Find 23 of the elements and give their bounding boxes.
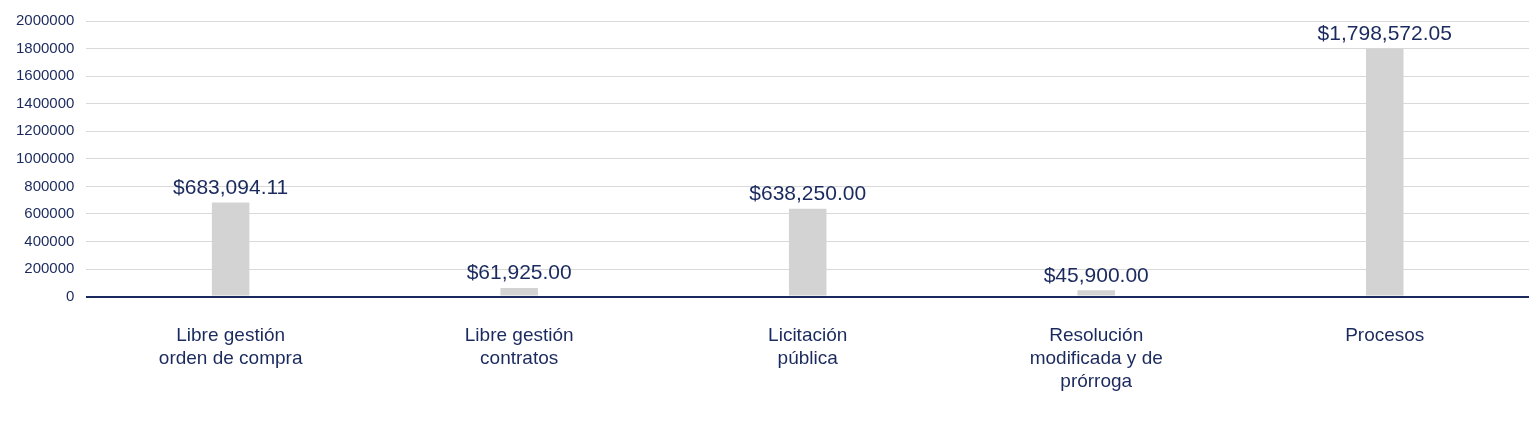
y-tick-label: 1400000 [15, 93, 75, 111]
data-label: $638,250.00 [749, 180, 867, 204]
y-tick-label: 1000000 [15, 148, 75, 166]
y-tick-label: 800000 [24, 176, 75, 194]
x-tick-label: Libre gestión orden de compra [158, 324, 303, 369]
data-label: $683,094.11 [173, 174, 289, 198]
x-tick-label: Resolución modificada y de prórroga [1029, 324, 1163, 391]
data-label: $1,798,572.05 [1317, 21, 1452, 45]
y-tick-label: 600000 [24, 204, 75, 222]
y-tick-label: 1800000 [15, 38, 75, 56]
y-tick-label: 0 [66, 286, 75, 304]
y-tick-label: 1600000 [15, 66, 75, 84]
y-tick-label: 400000 [24, 231, 75, 249]
x-tick-label: Procesos [1345, 324, 1425, 346]
y-tick-label: 1200000 [15, 121, 75, 139]
y-tick-label: 200000 [24, 259, 75, 277]
bar [500, 288, 538, 296]
y-tick-label: 2000000 [15, 11, 75, 29]
bar [1077, 290, 1115, 296]
x-tick-label: Libre gestión contratos [464, 324, 574, 369]
data-label: $61,925.00 [466, 260, 572, 284]
x-tick-label: Licitación pública [768, 324, 848, 369]
data-label: $45,900.00 [1043, 262, 1149, 286]
